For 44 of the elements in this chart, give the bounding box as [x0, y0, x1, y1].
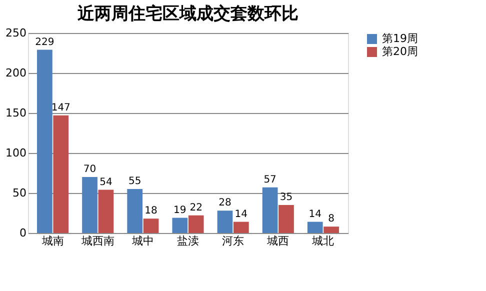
bar: [233, 222, 249, 233]
data-label: 22: [190, 202, 202, 214]
chart-title: 近两周住宅区域成交套数环比: [76, 4, 298, 24]
y-tick-label: 150: [6, 106, 26, 120]
data-label: 57: [264, 174, 276, 186]
bar: [127, 189, 143, 233]
x-tick-label: 城中: [130, 234, 154, 248]
bar: [217, 210, 233, 233]
data-label: 14: [308, 208, 322, 220]
y-tick-label: 250: [6, 26, 26, 40]
y-tick-label: 200: [6, 66, 26, 80]
legend-label: 第20周: [382, 45, 418, 58]
bar: [324, 226, 339, 233]
data-label: 28: [218, 198, 232, 209]
bar: [98, 190, 114, 233]
data-label: 55: [128, 176, 142, 187]
bar: [172, 218, 188, 233]
x-tick-label: 城北: [311, 234, 334, 248]
bar: [143, 218, 159, 233]
x-tick-label: 城西南: [80, 234, 114, 248]
x-tick-label: 城南: [40, 234, 64, 248]
x-tick-label: 城西: [266, 234, 290, 248]
x-tick-label: 盐渎: [177, 234, 199, 248]
x-tick-label: 河东: [222, 234, 244, 248]
data-label: 70: [83, 164, 96, 175]
data-label: 19: [174, 204, 186, 216]
data-label: 147: [51, 102, 70, 114]
data-label: 8: [328, 214, 334, 225]
data-label: 35: [280, 192, 293, 203]
y-tick-label: 0: [20, 226, 26, 240]
data-label: 14: [234, 208, 248, 220]
legend-label: 第19周: [382, 32, 418, 45]
y-tick-label: 50: [12, 186, 26, 200]
bar: [37, 50, 52, 233]
bar: [188, 215, 204, 233]
bar: [82, 177, 98, 233]
bar: [307, 222, 323, 233]
data-label: 18: [144, 206, 158, 217]
bar: [278, 205, 294, 233]
data-label: 54: [100, 176, 112, 188]
bar: [262, 187, 278, 233]
data-label: 229: [35, 36, 54, 48]
y-tick-label: 100: [6, 146, 26, 160]
bar: [53, 115, 69, 233]
